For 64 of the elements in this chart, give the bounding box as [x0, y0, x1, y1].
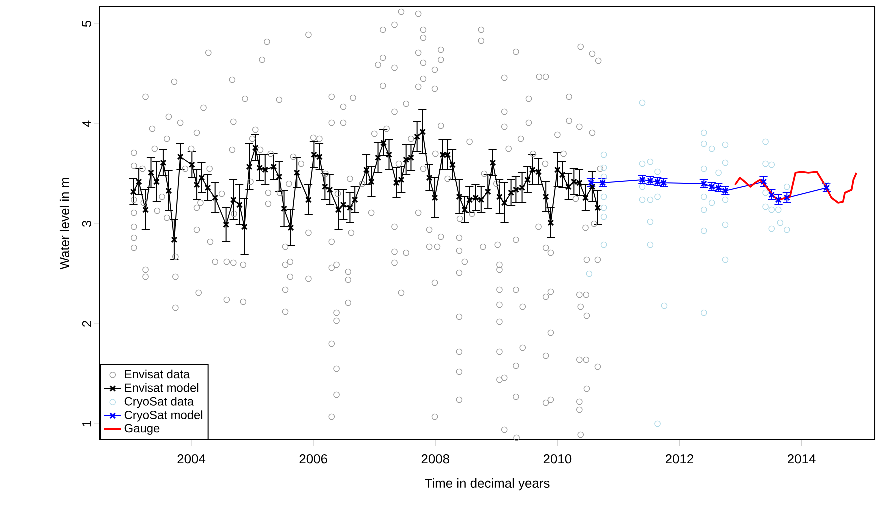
point [647, 196, 654, 204]
point [784, 226, 790, 234]
point [661, 302, 668, 310]
point [768, 206, 776, 214]
point [701, 206, 708, 214]
point [639, 196, 646, 204]
point [722, 160, 729, 166]
point [600, 214, 608, 220]
point [722, 256, 729, 264]
point [762, 138, 769, 146]
point [762, 204, 769, 210]
point [654, 194, 661, 200]
point [708, 146, 716, 152]
x-tick-label: 2006 [300, 454, 328, 464]
point [701, 228, 708, 234]
point [768, 226, 776, 232]
point [716, 170, 722, 176]
point [654, 168, 661, 176]
point [654, 420, 661, 428]
point [639, 100, 646, 106]
x-tick-label: 2004 [178, 454, 206, 464]
point [647, 158, 654, 166]
point [722, 222, 729, 228]
legend-label: CryoSat model [124, 410, 203, 422]
point [701, 310, 708, 316]
point [708, 200, 716, 206]
point [701, 140, 708, 148]
point [722, 196, 729, 204]
point [784, 184, 790, 190]
point [647, 242, 654, 248]
point [647, 218, 654, 226]
x-tick-label: 2014 [788, 454, 816, 464]
point [701, 130, 708, 136]
point [600, 204, 608, 212]
point [701, 166, 708, 172]
point [777, 220, 784, 226]
y-tick-label: 5 [82, 20, 92, 28]
y-axis-title: Water level in m [60, 178, 70, 270]
x-tick-label: 2010 [544, 454, 572, 464]
point [722, 142, 729, 148]
point [600, 152, 608, 158]
y-tick-label: 4 [82, 120, 92, 128]
point [768, 162, 776, 168]
legend-label: Gauge [124, 424, 160, 436]
point [762, 190, 769, 196]
point [639, 184, 646, 190]
point [586, 270, 593, 278]
point [600, 174, 608, 180]
x-tick-label: 2012 [666, 454, 694, 464]
point [701, 194, 708, 200]
y-tick-label: 1 [82, 421, 92, 427]
x-tick-label: 2008 [422, 454, 450, 464]
point [762, 160, 769, 168]
point [600, 164, 608, 172]
legend-label: Envisat data [125, 370, 190, 379]
point [639, 160, 646, 168]
legend-label: CryoSat data [124, 397, 194, 408]
y-tick-label: 3 [82, 220, 92, 228]
point [600, 194, 608, 200]
legend-label: Envisat model [125, 383, 199, 392]
point [775, 206, 782, 214]
point [600, 242, 608, 248]
x-axis-title: Time in decimal years [425, 478, 550, 491]
y-tick-label: 2 [82, 321, 92, 327]
